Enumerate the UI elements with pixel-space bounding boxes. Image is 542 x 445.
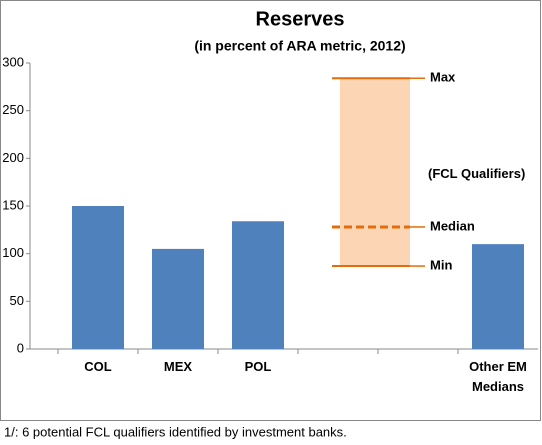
y-tick-label: 300 [2,54,24,69]
range-group-label: (FCL Qualifiers) [428,166,525,181]
footnote: 1/: 6 potential FCL qualifiers identifie… [4,424,347,439]
range-band [340,78,410,267]
y-tick-label: 200 [2,150,24,165]
range-label: Max [430,70,456,85]
range-label: Median [430,218,475,233]
chart-border [0,0,541,421]
chart-title: Reserves [256,8,345,30]
x-label-box: COL [84,359,112,374]
x-tick-label: POL [244,359,272,374]
x-tick-label: COL [84,359,112,374]
y-tick-label: 100 [2,245,24,260]
bar [152,248,204,349]
x-label-box: POL [244,359,272,374]
bar [472,244,524,349]
x-label-box: MEX [163,359,193,374]
y-tick-label: 150 [2,197,24,212]
x-tick-label: Other EM Medians [469,359,527,394]
bar [72,206,124,349]
bar [232,221,284,349]
y-tick-label: 0 [17,340,24,355]
range-label: Min [430,257,452,272]
chart-subtitle: (in percent of ARA metric, 2012) [194,38,405,54]
x-label-box: Other EM Medians [469,359,527,394]
y-tick-label: 250 [2,102,24,117]
y-tick-label: 50 [10,293,24,308]
x-tick-label: MEX [163,359,193,374]
